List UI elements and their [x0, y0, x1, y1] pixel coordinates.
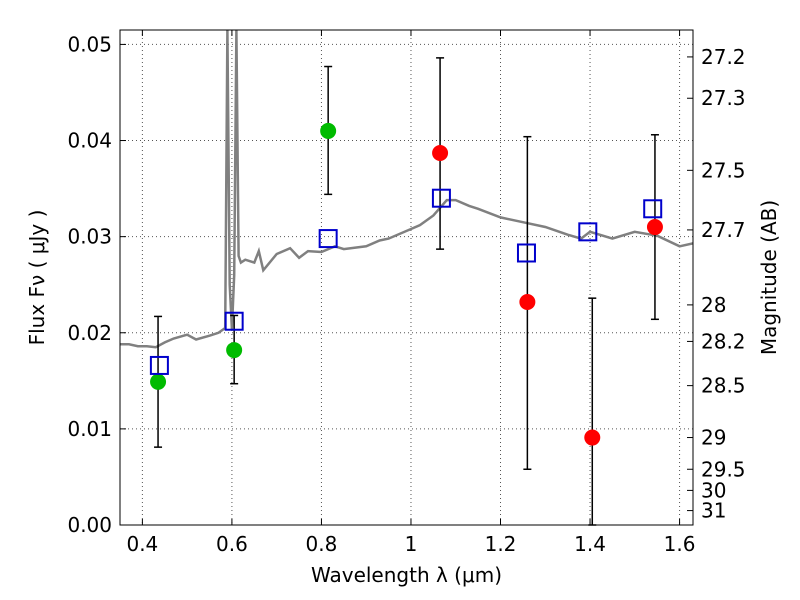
square-marker — [578, 222, 598, 242]
grid — [120, 30, 693, 526]
red-point — [432, 145, 449, 162]
y-tick-label: 0.04 — [67, 129, 112, 153]
plot-frame — [119, 29, 694, 526]
y-tick-label: 0.05 — [67, 32, 112, 56]
y-tick-label: 0.01 — [67, 417, 112, 441]
x-tick-label: 1.4 — [574, 532, 606, 556]
red-point — [646, 219, 663, 236]
model-spectrum-line — [120, 30, 693, 349]
y2-tick-label: 31 — [701, 499, 726, 523]
series-layer — [120, 30, 693, 526]
square-marker — [643, 199, 663, 219]
y2-axis-label: Magnitude (AB) — [757, 200, 781, 355]
y2-tick-label: 30 — [701, 478, 726, 502]
series-group — [120, 30, 693, 349]
green-point — [150, 373, 167, 390]
red-point — [519, 294, 536, 311]
y2-tick-label: 27.2 — [701, 45, 746, 69]
green-point — [226, 342, 243, 359]
square-marker — [431, 188, 451, 208]
y-tick-label: 0.02 — [67, 321, 112, 345]
y2-tick-label: 28.2 — [701, 329, 746, 353]
y2-tick-label: 27.5 — [701, 158, 746, 182]
x-tick-label: 1.2 — [485, 532, 517, 556]
square-marker — [224, 311, 244, 331]
x-tick-label: 0.8 — [306, 532, 338, 556]
x-tick-label: 1 — [405, 532, 418, 556]
y2-tick-label: 28 — [701, 293, 726, 317]
x-tick-label: 0.6 — [216, 532, 248, 556]
y2-tick-label: 29 — [701, 426, 726, 450]
x-tick-label: 0.4 — [126, 532, 158, 556]
ticks: 0.4 0.6 0.8 1 1.2 1.4 1.6 0.00 0.01 0.02 0.03 0.04 0… — [67, 30, 746, 556]
x-tick-label: 1.6 — [664, 532, 696, 556]
y-axis-label: Flux Fν ( μJy ) — [25, 210, 49, 346]
y-tick-label: 0.03 — [67, 225, 112, 249]
y2-tick-label: 27.3 — [701, 86, 746, 110]
green-point — [320, 122, 337, 139]
y2-tick-label: 28.5 — [701, 374, 746, 398]
square-marker — [149, 355, 169, 375]
red-point — [584, 429, 601, 446]
square-marker — [318, 229, 338, 249]
y2-tick-label: 27.7 — [701, 218, 746, 242]
y-tick-label: 0.00 — [67, 513, 112, 537]
y2-tick-label: 29.5 — [701, 457, 746, 481]
square-marker — [516, 243, 536, 263]
x-axis-label: Wavelength λ (μm) — [311, 563, 502, 587]
